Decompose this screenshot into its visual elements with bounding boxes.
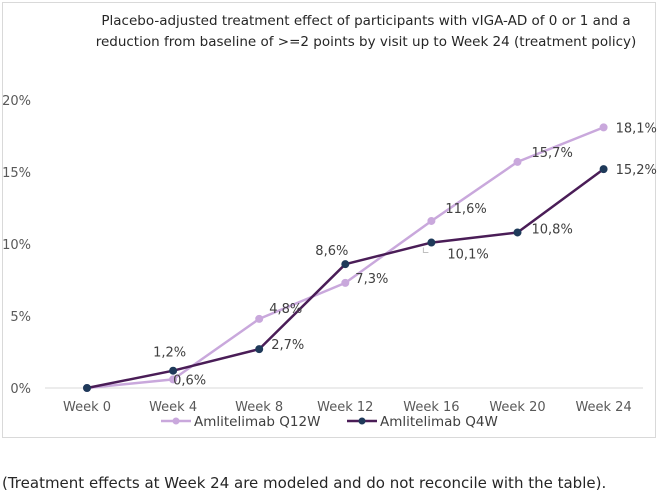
data-point	[599, 123, 608, 132]
data-label: 15,2%	[616, 163, 657, 178]
data-point	[427, 216, 436, 225]
data-point	[83, 384, 91, 392]
data-point	[513, 157, 522, 166]
data-label: 2,7%	[271, 338, 304, 353]
data-label: 0,6%	[173, 373, 206, 388]
data-point	[341, 260, 350, 269]
data-point	[255, 345, 264, 354]
x-tick-label: Week 8	[235, 400, 283, 415]
series-q12w	[83, 123, 608, 392]
data-label: 1,2%	[153, 346, 186, 361]
legend-swatch-marker	[358, 417, 366, 425]
line-chart: Placebo-adjusted treatment effect of par…	[3, 13, 657, 430]
data-point	[427, 238, 436, 247]
footnote: (Treatment effects at Week 24 are modele…	[2, 474, 607, 492]
y-tick-label: 0%	[10, 382, 31, 397]
x-tick-label: Week 12	[317, 400, 373, 415]
series-layer	[83, 123, 608, 392]
data-label: 11,6%	[445, 202, 486, 217]
data-label-layer: 0,6% 4,8% 7,3% 11,6% 15,7% 18,1% 1,2% 2,7% 8,6% 1…	[153, 121, 657, 388]
chart-title-line-1: Placebo-adjusted treatment effect of par…	[101, 13, 630, 29]
chart-title-line-2: reduction from baseline of >=2 points by…	[96, 34, 637, 50]
leader-line	[422, 247, 429, 254]
data-label: 7,3%	[355, 272, 388, 287]
chart-frame: Placebo-adjusted treatment effect of par…	[2, 2, 657, 438]
data-point	[169, 366, 178, 375]
x-tick-label: Week 0	[63, 400, 111, 415]
legend-item[interactable]: Amlitelimab Q12W	[161, 414, 320, 430]
data-point	[169, 375, 178, 384]
y-tick-label: 5%	[10, 310, 31, 325]
data-label: 10,1%	[447, 248, 488, 263]
data-label: 18,1%	[616, 121, 657, 136]
legend-label: Amlitelimab Q12W	[194, 414, 320, 430]
data-point	[513, 228, 522, 237]
x-tick-label: Week 20	[489, 400, 545, 415]
y-tick-label: 20%	[3, 94, 31, 109]
y-tick-label: 15%	[3, 166, 31, 181]
data-label: 4,8%	[269, 302, 302, 317]
data-label: 15,7%	[532, 146, 573, 161]
x-tick-label: Week 24	[575, 400, 631, 415]
x-tick-label: Week 16	[403, 400, 459, 415]
y-axis: 0% 5% 10% 15% 20%	[3, 94, 31, 397]
data-point	[341, 278, 350, 287]
legend-swatch-marker	[172, 417, 180, 425]
data-label: 8,6%	[315, 244, 348, 259]
legend-item[interactable]: Amlitelimab Q4W	[347, 414, 498, 430]
series-q4w	[83, 165, 608, 392]
chart-title: Placebo-adjusted treatment effect of par…	[96, 13, 637, 50]
data-label: 10,8%	[532, 222, 573, 237]
data-point	[255, 314, 264, 323]
y-tick-label: 10%	[3, 238, 31, 253]
data-point	[599, 165, 608, 174]
x-axis: Week 0 Week 4 Week 8 Week 12 Week 16 Week 20 W…	[45, 387, 643, 415]
legend[interactable]: Amlitelimab Q12W Amlitelimab Q4W	[161, 414, 498, 430]
x-tick-label: Week 4	[149, 400, 197, 415]
legend-label: Amlitelimab Q4W	[380, 414, 498, 430]
